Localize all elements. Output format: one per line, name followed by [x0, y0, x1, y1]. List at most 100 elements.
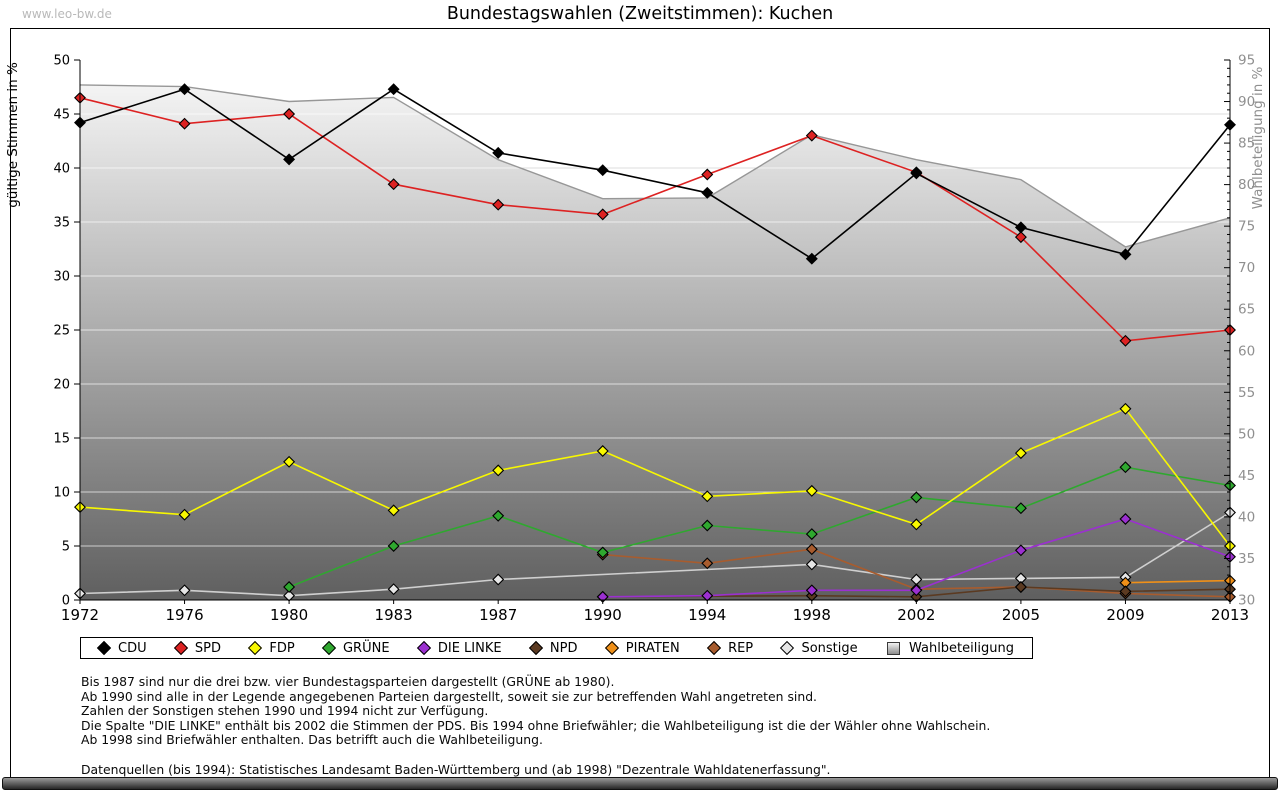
- x-axis-label: 2013: [1211, 606, 1249, 624]
- legend-item-grüne: GRÜNE: [321, 640, 390, 656]
- data-point-spd: [283, 108, 296, 120]
- data-point-die-linke: [805, 584, 818, 597]
- svg-text:85: 85: [1238, 136, 1255, 152]
- wahlbeteiligung-area: [80, 84, 1230, 600]
- data-point-cdu: [910, 167, 923, 180]
- legend-label: NPD: [549, 640, 578, 656]
- data-point-grüne: [910, 491, 923, 504]
- data-point-cdu: [1014, 221, 1027, 234]
- data-point-cdu: [387, 83, 400, 96]
- legend-item-npd: NPD: [528, 640, 578, 656]
- chart-legend: CDU SPD FDP GRÜNE DIE LINKE NPD PIRATEN REP Sons…: [80, 637, 1033, 659]
- footnote-source-line: Datenquellen (bis 1994): Statistisches L…: [81, 761, 831, 777]
- x-axis-label: 2002: [897, 606, 935, 624]
- x-axis-label: 1983: [375, 606, 413, 624]
- legend-item-fdp: FDP: [248, 640, 295, 656]
- legend-label: FDP: [269, 640, 295, 656]
- legend-square-icon: [886, 641, 900, 655]
- data-point-sonstige: [492, 573, 505, 586]
- data-point-spd: [387, 178, 400, 191]
- series-die-linke: [596, 513, 1236, 603]
- data-point-rep: [701, 557, 714, 570]
- svg-text:20: 20: [53, 378, 70, 393]
- svg-text:65: 65: [1238, 302, 1255, 318]
- data-point-spd: [1119, 334, 1132, 347]
- data-point-sonstige: [387, 583, 400, 596]
- legend-diamond-icon: [173, 640, 188, 656]
- svg-text:45: 45: [1238, 468, 1255, 484]
- data-point-cdu: [283, 153, 296, 166]
- svg-text:30: 30: [1238, 593, 1255, 609]
- footnote-line: Ab 1990 sind alle in der Legende angegeb…: [81, 688, 817, 704]
- x-axis-label: 1972: [61, 606, 99, 624]
- election-line-chart: 0 5 10 15 20 25 30 35 40 45 50 30 35 40 45 50 55 60 65 70 75…: [5, 53, 1266, 625]
- chart-footnotes: Bis 1987 sind nur die drei bzw. vier Bun…: [81, 674, 990, 777]
- series-spd: [74, 91, 1236, 347]
- x-axis-label: 1990: [584, 606, 622, 624]
- data-point-die-linke: [1119, 513, 1132, 525]
- data-point-fdp: [1014, 447, 1027, 460]
- data-point-grüne: [387, 540, 400, 552]
- data-point-sonstige: [178, 584, 191, 597]
- x-axis-label: 1980: [270, 606, 308, 624]
- svg-text:90: 90: [1238, 94, 1255, 110]
- svg-text:25: 25: [53, 324, 70, 339]
- x-axis-label: 1994: [688, 606, 726, 624]
- svg-text:80: 80: [1238, 177, 1255, 193]
- legend-diamond-icon: [416, 640, 431, 656]
- data-point-fdp: [805, 484, 818, 497]
- svg-text:45: 45: [53, 108, 70, 123]
- data-point-rep: [805, 543, 818, 556]
- legend-label: CDU: [118, 640, 147, 656]
- data-point-die-linke: [1014, 544, 1027, 557]
- legend-diamond-icon: [528, 640, 543, 656]
- svg-text:40: 40: [53, 162, 70, 177]
- data-point-fdp: [492, 464, 505, 477]
- svg-text:55: 55: [1238, 385, 1255, 401]
- bottom-scrollbar[interactable]: [2, 777, 1278, 790]
- legend-diamond-icon: [604, 640, 619, 656]
- data-point-spd: [805, 129, 818, 142]
- data-point-grüne: [701, 519, 714, 532]
- data-point-fdp: [701, 490, 714, 503]
- svg-text:0: 0: [62, 594, 70, 609]
- legend-label: PIRATEN: [625, 640, 680, 656]
- legend-label: Wahlbeteiligung: [908, 640, 1014, 656]
- footnote-spacer: [81, 748, 990, 763]
- data-point-npd: [1014, 581, 1027, 593]
- watermark-link[interactable]: www.leo-bw.de: [22, 7, 112, 21]
- legend-item-die-linke: DIE LINKE: [416, 640, 502, 656]
- data-point-grüne: [492, 509, 505, 522]
- data-point-grüne: [805, 528, 818, 541]
- svg-text:95: 95: [1238, 53, 1255, 69]
- data-point-grüne: [283, 581, 296, 593]
- legend-label: GRÜNE: [342, 640, 390, 656]
- series-cdu: [74, 83, 1236, 265]
- svg-text:50: 50: [53, 54, 70, 69]
- legend-label: DIE LINKE: [437, 640, 502, 656]
- data-point-fdp: [910, 518, 923, 531]
- legend-diamond-icon: [706, 640, 722, 656]
- data-point-sonstige: [805, 558, 818, 571]
- legend-item-spd: SPD: [173, 640, 222, 656]
- legend-label: Sonstige: [801, 640, 858, 656]
- svg-text:50: 50: [1238, 426, 1255, 442]
- svg-text:70: 70: [1238, 260, 1255, 276]
- legend-label: SPD: [194, 640, 222, 656]
- data-point-fdp: [283, 455, 296, 468]
- data-point-grüne: [596, 546, 609, 559]
- svg-text:60: 60: [1238, 343, 1255, 359]
- data-point-spd: [178, 117, 191, 130]
- legend-item-rep: REP: [706, 640, 754, 656]
- legend-item-piraten: PIRATEN: [604, 640, 680, 656]
- data-point-cdu: [701, 186, 714, 199]
- svg-text:35: 35: [53, 216, 70, 231]
- data-point-cdu: [492, 146, 505, 159]
- legend-label: REP: [728, 640, 754, 656]
- data-point-spd: [1014, 231, 1027, 244]
- x-axis-label: 1987: [479, 606, 517, 624]
- page-title: Bundestagswahlen (Zweitstimmen): Kuchen: [446, 4, 834, 24]
- x-axis-label: 2005: [1002, 606, 1040, 624]
- svg-text:15: 15: [53, 432, 70, 447]
